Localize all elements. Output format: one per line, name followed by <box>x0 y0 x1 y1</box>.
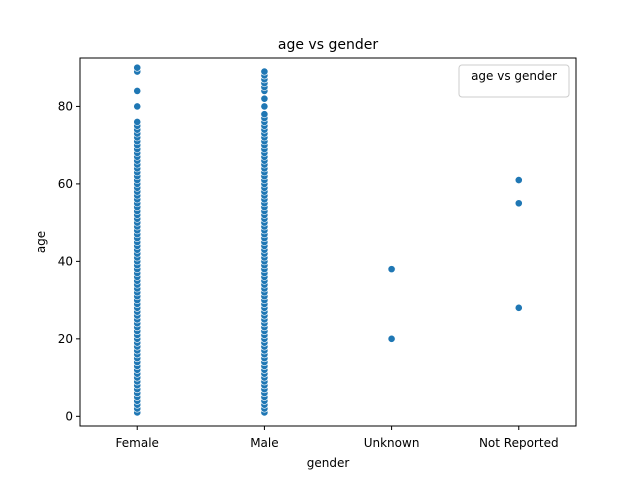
data-point <box>260 67 269 76</box>
y-tick-label: 40 <box>58 254 73 268</box>
x-tick-label: Female <box>116 436 159 450</box>
chart-title: age vs gender <box>278 37 378 53</box>
data-point <box>133 118 142 126</box>
x-tick-label: Not Reported <box>479 436 559 450</box>
data-point <box>260 94 269 103</box>
legend-title: age vs gender <box>471 69 557 83</box>
data-point <box>514 199 523 208</box>
data-point <box>133 87 142 95</box>
x-axis-label: gender <box>307 456 350 470</box>
data-point <box>387 334 396 343</box>
data-point <box>133 102 142 111</box>
legend: age vs gender <box>458 64 570 98</box>
legend-box <box>458 64 570 98</box>
axes-frame <box>79 57 577 427</box>
data-point <box>260 102 269 111</box>
x-tick-label: Unknown <box>364 436 420 450</box>
y-axis: 0 20 40 60 80 <box>58 99 80 423</box>
y-tick-label: 20 <box>58 332 73 346</box>
y-axis-label: age <box>34 231 48 253</box>
x-axis: Female Male Unknown Not Reported <box>116 426 559 450</box>
data-point <box>133 63 142 72</box>
x-tick-label: Male <box>250 436 278 450</box>
plot-area <box>133 63 523 417</box>
data-point <box>387 265 396 274</box>
data-point <box>514 176 523 184</box>
data-point <box>260 110 269 119</box>
y-tick-label: 80 <box>58 99 73 113</box>
y-tick-label: 0 <box>65 409 73 423</box>
y-tick-label: 60 <box>58 177 73 191</box>
data-point <box>514 303 523 312</box>
